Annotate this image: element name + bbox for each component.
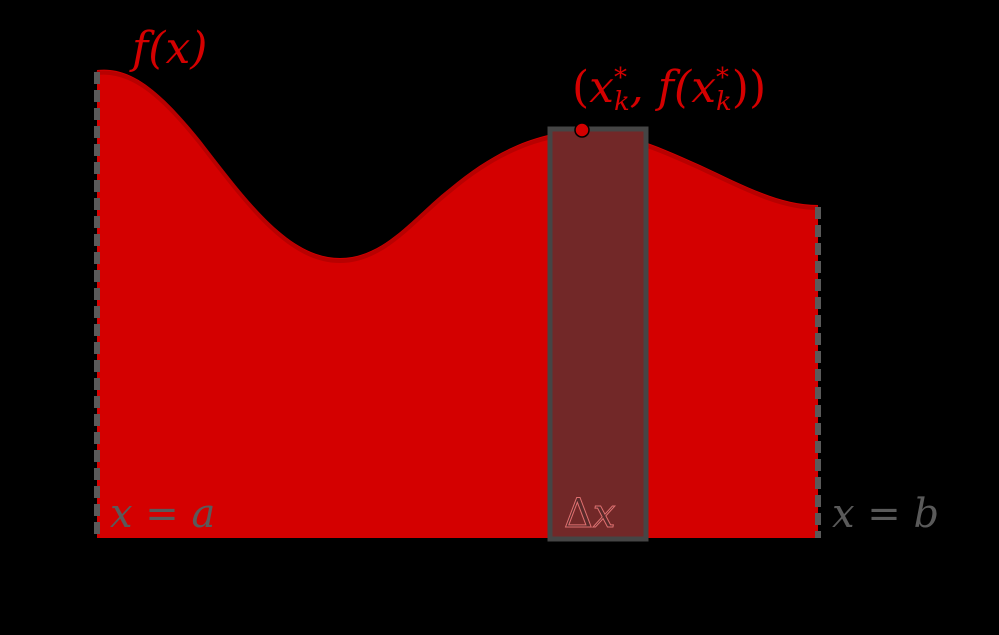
function-label: f(x) [132,23,208,74]
function-curve [96,70,819,264]
sample-point-marker [574,122,590,138]
delta-x-label: Δx [564,491,616,537]
area-under-curve [97,69,818,539]
sample-point-label: (x * k, f(x * k)) [572,62,767,117]
right-bound-label: x = b [832,491,940,537]
sample-rectangle [547,126,649,542]
left-bound-label: x = a [110,491,216,537]
